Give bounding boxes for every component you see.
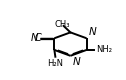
Text: NH₂: NH₂ xyxy=(96,45,112,54)
Text: N: N xyxy=(89,27,97,37)
Text: N: N xyxy=(73,57,81,67)
Text: H₂N: H₂N xyxy=(47,59,63,68)
Text: N: N xyxy=(31,33,38,43)
Text: CH₃: CH₃ xyxy=(54,20,70,29)
Text: C: C xyxy=(35,33,42,43)
